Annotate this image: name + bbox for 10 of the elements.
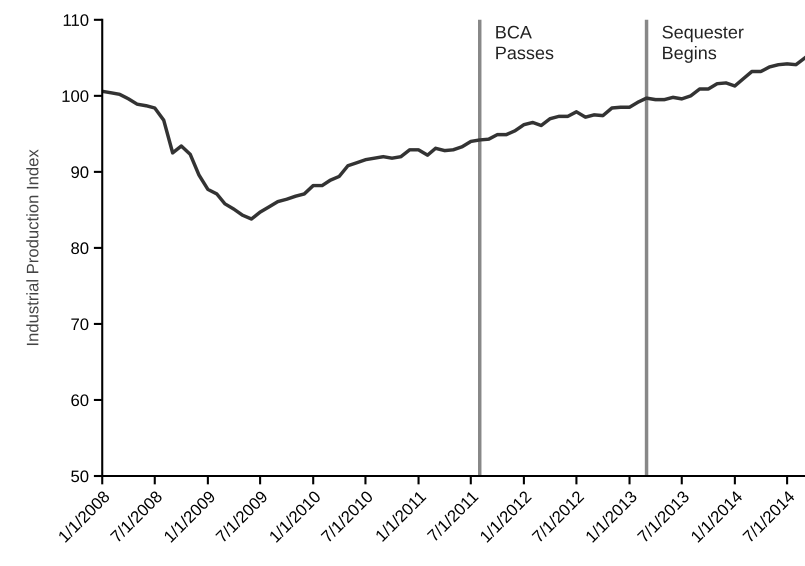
y-tick-label: 60 [71,394,88,406]
y-tick-label: 110 [64,14,88,26]
y-tick-label: 100 [62,90,88,102]
y-tick-label: 70 [71,318,88,330]
y-tick-label: 90 [71,166,88,178]
ref-line-label: BCA Passes [496,26,554,60]
y-axis-title: Industrial Production Index [26,149,38,346]
y-tick-label: 50 [71,470,88,482]
ref-line-label: Sequester Begins [662,26,744,63]
y-tick-label: 80 [71,242,88,254]
